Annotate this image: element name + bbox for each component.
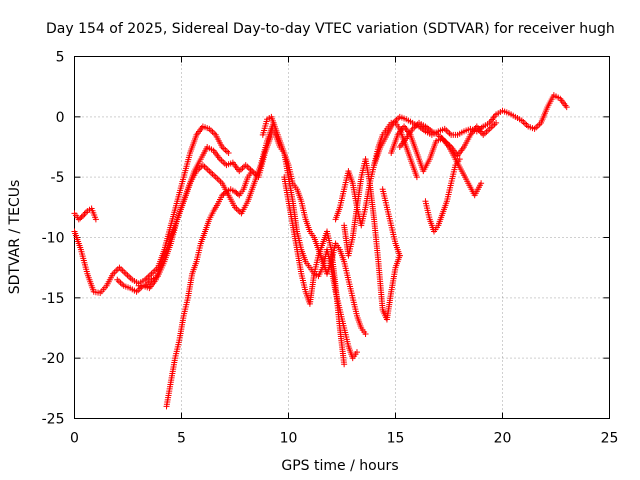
axis-ticks: 0 5 10 15 20 25 -25 -20 -15 -10 -5 0 5 <box>42 50 619 447</box>
data-point <box>249 168 256 175</box>
data-point <box>478 180 485 187</box>
data-point-sample <box>222 189 229 196</box>
y-tick-label: -20 <box>42 351 65 367</box>
x-tick-label: 25 <box>601 431 619 447</box>
data-point <box>92 216 99 223</box>
data-point <box>362 331 369 338</box>
data-point <box>413 174 420 181</box>
data-point <box>493 119 500 126</box>
grid-lines <box>74 56 610 419</box>
data-point-sample <box>234 191 241 198</box>
y-tick-label: -5 <box>51 170 65 186</box>
y-axis-label: SDTVAR / TECUs <box>7 180 23 295</box>
y-tick-label: -10 <box>42 231 65 247</box>
data-point <box>225 150 232 157</box>
x-tick-label: 10 <box>280 431 298 447</box>
data-point <box>341 361 348 368</box>
data-point <box>353 349 360 356</box>
y-tick-label: 0 <box>56 110 65 126</box>
x-tick-label: 5 <box>177 431 186 447</box>
data-points <box>71 92 570 410</box>
x-tick-label: 15 <box>387 431 405 447</box>
x-tick-label: 20 <box>494 431 512 447</box>
y-tick-label: -25 <box>42 412 65 428</box>
x-axis-label: GPS time / hours <box>281 458 398 474</box>
data-point-sample <box>78 213 85 220</box>
data-point <box>563 104 570 111</box>
y-tick-label: 5 <box>56 50 65 66</box>
y-tick-label: -15 <box>42 291 65 307</box>
data-point <box>456 156 463 163</box>
chart-title: Day 154 of 2025, Sidereal Day-to-day VTE… <box>46 21 615 37</box>
x-tick-label: 0 <box>70 431 79 447</box>
data-point <box>396 252 403 259</box>
